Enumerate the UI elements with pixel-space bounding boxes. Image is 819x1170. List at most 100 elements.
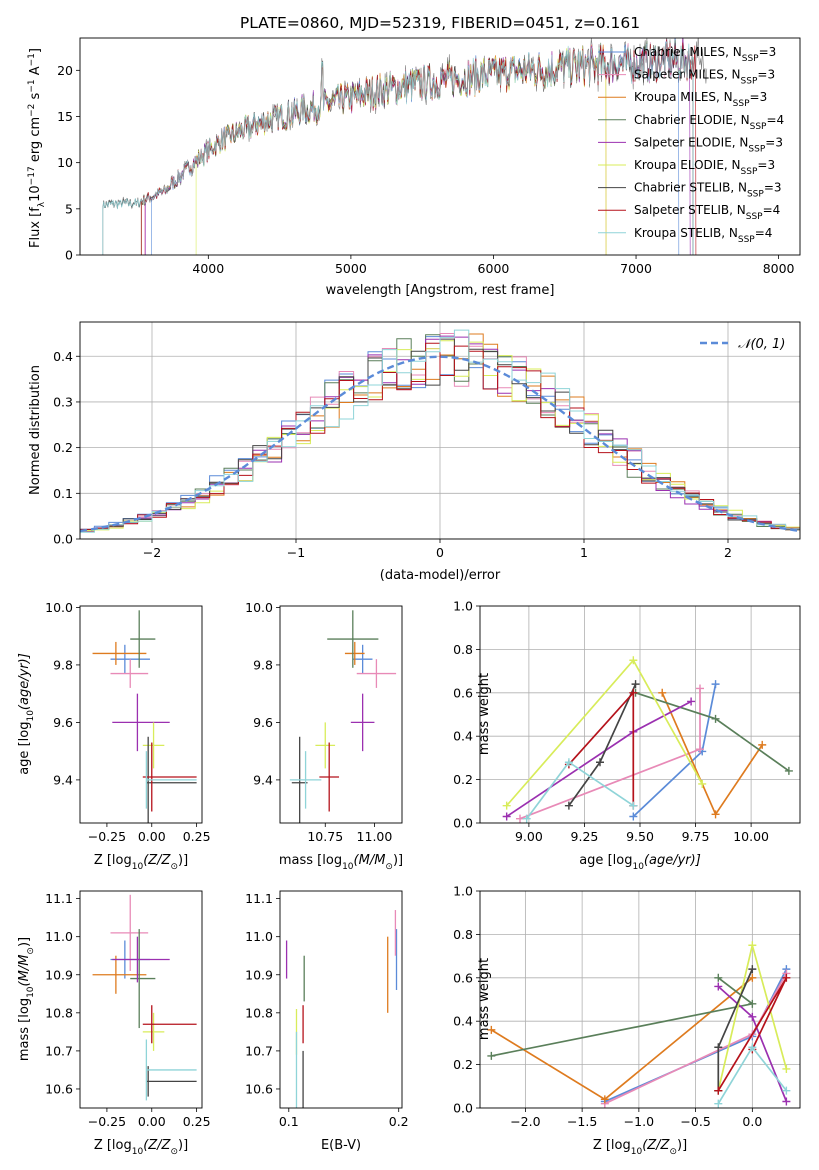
ssp-weight-marker xyxy=(748,1012,757,1021)
label-part: SSP xyxy=(742,54,759,64)
ssp-weight-marker xyxy=(629,812,638,821)
ssp-weight-marker xyxy=(522,814,531,823)
plot-area xyxy=(289,610,397,823)
ssp-weight-marker xyxy=(748,1043,757,1052)
y-tick-label: 11.1 xyxy=(245,891,273,906)
x-axis-label: mass [log10(M/M⊙)] xyxy=(279,853,403,872)
y-tick-label: 0.4 xyxy=(453,729,473,744)
label-part: λ xyxy=(37,201,47,207)
label-part: =3 xyxy=(757,158,775,172)
ssp-weight-marker xyxy=(782,1064,791,1073)
label-part: (M/M xyxy=(17,955,32,987)
label-part: )] xyxy=(677,1138,687,1153)
ssp-weight-marker xyxy=(629,801,638,810)
plot-area xyxy=(92,610,197,823)
ssp-weight-marker xyxy=(748,999,757,1008)
label-part: SSP xyxy=(748,144,765,154)
x-tick-label: −0.25 xyxy=(88,1114,126,1129)
ssp-weight-marker xyxy=(748,973,757,982)
x-tick-label: 10.00 xyxy=(733,829,769,844)
ssp-weight-marker xyxy=(629,656,638,665)
plot-age-vs-Z: −0.25 0.00 0.259.49.69.810.0Z [log10(Z/Z⊙)… xyxy=(17,600,211,872)
axes-frame xyxy=(79,37,801,256)
label-part: 10 xyxy=(26,710,36,722)
y-tick-label: 1.0 xyxy=(453,884,473,899)
y-tick-label: 9.8 xyxy=(253,657,273,672)
y-tick-label: 0.3 xyxy=(53,394,73,409)
legend-entry: Kroupa STELIB, NSSP=4 xyxy=(634,226,772,245)
y-tick-label: 10.6 xyxy=(45,1081,73,1096)
y-tick-label: 10.7 xyxy=(45,1043,73,1058)
y-tick-label: 10.0 xyxy=(245,600,273,615)
y-tick-label: 0.2 xyxy=(453,1057,473,1072)
label-part: =4 xyxy=(766,113,784,127)
label-part: mass [log xyxy=(279,853,342,868)
label-part: 10 xyxy=(28,185,43,202)
ssp-weight-marker xyxy=(502,801,511,810)
label-part: 10 xyxy=(132,1147,144,1157)
y-axis-label: mass [log10(M/M⊙)] xyxy=(17,937,36,1061)
label-part: mass [log xyxy=(17,998,32,1061)
legend-entry: Chabrier ELODIE, NSSP=4 xyxy=(634,113,784,132)
label-part: ⊙ xyxy=(26,947,36,955)
ssp-weight-marker xyxy=(631,680,640,689)
label-part: ⊙ xyxy=(170,1147,178,1157)
label-part: −17 xyxy=(27,166,37,185)
label-part: Chabrier STELIB, N xyxy=(634,181,747,195)
y-tick-label: 0.1 xyxy=(53,486,73,501)
label-part: age [log xyxy=(17,722,32,775)
x-axis-label: E(B-V) xyxy=(321,1138,361,1153)
x-tick-label: 9.50 xyxy=(626,829,654,844)
label-part: (age/yr)] xyxy=(17,653,32,710)
figure-title: PLATE=0860, MJD=52319, FIBERID=0451, z=0… xyxy=(240,14,640,32)
plot-area xyxy=(285,910,398,1108)
plot-weight-vs-age: 9.00 9.25 9.50 9.75 10.00 0.0 0.2 0.4 0.6 0.8 1.0 a… xyxy=(453,599,801,872)
x-axis-label: Z [log10(Z/Z⊙)] xyxy=(94,853,188,872)
y-tick-label: 0.2 xyxy=(453,772,473,787)
y-tick-label: 0.2 xyxy=(53,440,73,455)
x-tick-label: −0.25 xyxy=(88,829,126,844)
ssp-weight-marker xyxy=(687,697,696,706)
y-axis-label: Flux [fλ10−17 erg cm−2 s−1 A−1] xyxy=(27,48,47,248)
y-tick-label: 1.0 xyxy=(453,599,473,614)
label-part: 10 xyxy=(132,862,144,872)
label-part: ] xyxy=(28,48,43,53)
x-tick-label: 1 xyxy=(580,545,588,560)
label-part: Z [log xyxy=(94,853,132,868)
y-tick-label: 0.8 xyxy=(453,642,473,657)
x-tick-label: 0.1 xyxy=(279,1114,299,1129)
y-tick-label: 0.0 xyxy=(453,1101,473,1116)
label-part: =3 xyxy=(757,68,775,82)
histogram-series xyxy=(80,329,800,533)
ssp-weight-marker xyxy=(711,714,720,723)
y-tick-label: 9.4 xyxy=(53,772,73,787)
plot-area xyxy=(480,891,800,1108)
y-tick-label: 10.6 xyxy=(245,1081,273,1096)
label-part: SSP xyxy=(741,77,758,87)
label-part: =4 xyxy=(755,226,773,240)
plot-age-vs-mass: 10.75 11.00 9.4 9.6 9.8 10.0 mass [log10(M/M⊙)… xyxy=(245,600,403,872)
label-part: (M/M xyxy=(354,853,386,868)
plot-weight-vs-Z: −2.0 −1.5 −1.0 −0.5 0.0 0.0 0.2 0.4 0.6 0.8 1.0 Z [… xyxy=(453,884,801,1157)
ssp-weight-marker xyxy=(714,973,723,982)
label-part: 10 xyxy=(342,862,354,872)
label-part: Chabrier ELODIE, N xyxy=(634,113,750,127)
y-tick-label: 5 xyxy=(65,201,73,216)
y-tick-label: 10.7 xyxy=(245,1043,273,1058)
label-part: erg cm xyxy=(28,117,43,166)
x-axis-label: Z [log10(Z/Z⊙)] xyxy=(593,1138,687,1157)
y-tick-label: 10 xyxy=(57,155,73,170)
ssp-weight-marker xyxy=(714,982,723,991)
normal-curve xyxy=(80,355,798,533)
y-axis-label: mass weight xyxy=(477,673,492,755)
legend-entry: Salpeter MILES, NSSP=3 xyxy=(634,68,775,87)
x-axis-label: (data-model)/error xyxy=(380,568,501,583)
ssp-weight-line xyxy=(506,700,692,818)
y-tick-label: 9.4 xyxy=(253,772,273,787)
x-tick-label: 6000 xyxy=(478,261,510,276)
axes-frame xyxy=(279,890,403,1109)
y-tick-label: 0.4 xyxy=(453,1014,473,1029)
ssp-weight-marker xyxy=(782,1097,791,1106)
y-tick-label: 9.8 xyxy=(53,657,73,672)
